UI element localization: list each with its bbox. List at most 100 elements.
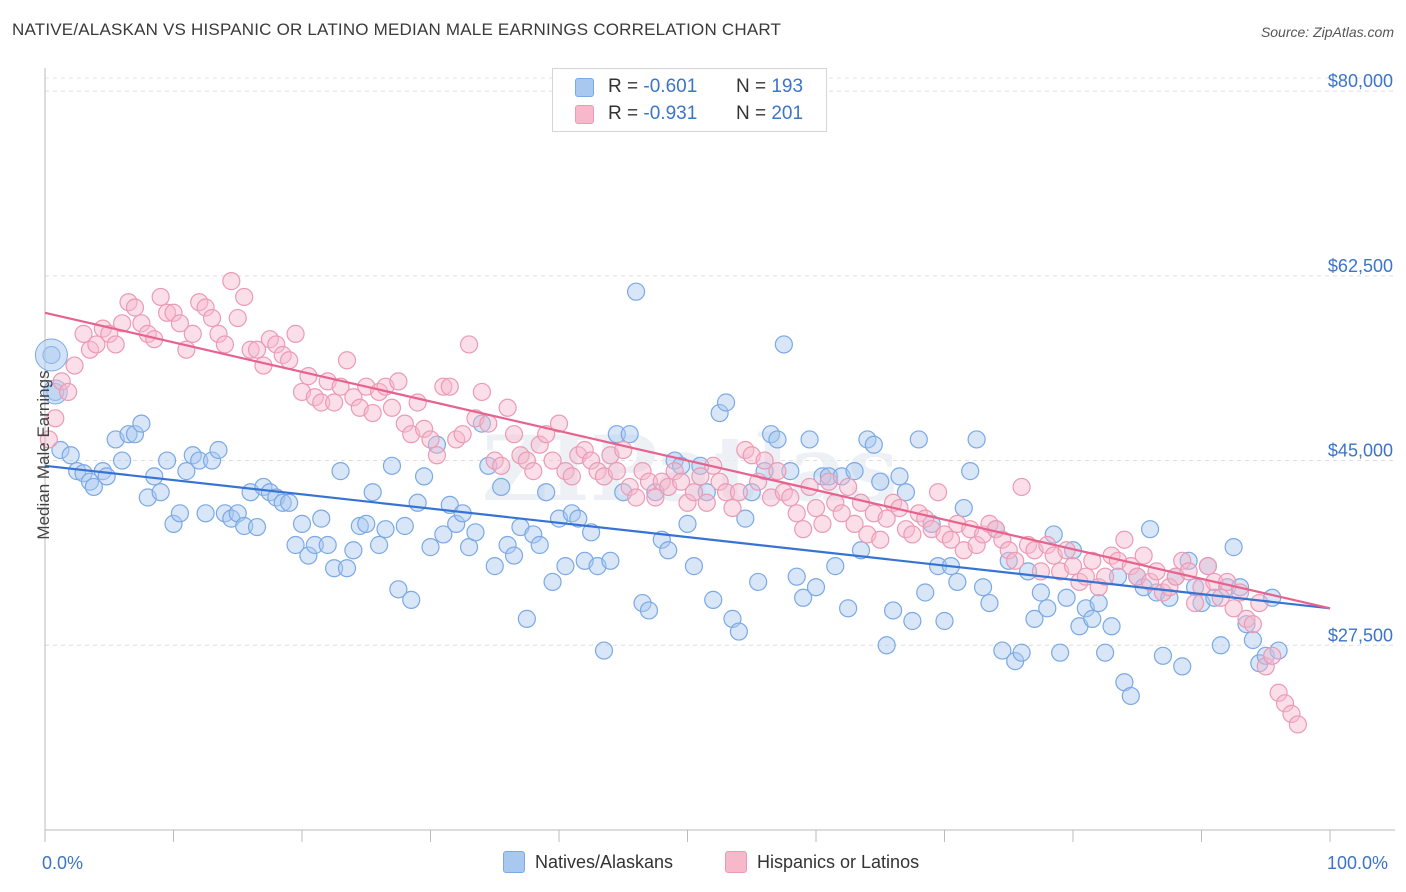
data-point	[459, 335, 479, 354]
data-point	[241, 340, 260, 359]
axes	[44, 68, 1395, 842]
data-point	[363, 483, 382, 502]
data-point	[601, 551, 620, 570]
data-point	[607, 462, 626, 481]
y-tick-labels: $27,500 $45,000 $62,500 $80,000	[1328, 71, 1393, 645]
data-point	[582, 451, 601, 470]
x-tick-label-min: 0.0%	[42, 853, 84, 873]
data-point	[1224, 599, 1243, 618]
data-point	[202, 308, 222, 328]
data-point	[684, 483, 704, 502]
data-point	[626, 488, 646, 507]
data-point	[1269, 683, 1288, 702]
data-point	[344, 388, 363, 407]
data-point	[582, 523, 601, 542]
data-point	[376, 520, 395, 539]
data-point	[151, 483, 170, 502]
data-point	[331, 462, 350, 481]
data-point	[1237, 615, 1256, 634]
legend-r-label: R =	[608, 103, 639, 124]
data-point	[299, 367, 318, 386]
data-point	[87, 335, 106, 354]
data-point	[768, 462, 787, 481]
data-point	[710, 403, 729, 423]
data-point	[157, 303, 177, 322]
data-point	[993, 641, 1012, 660]
legend-row-hispanics: R = -0.931 N = 201	[575, 101, 803, 127]
data-point	[794, 588, 813, 607]
data-point	[639, 601, 659, 620]
data-point	[177, 462, 196, 481]
data-point	[768, 430, 787, 449]
data-point	[119, 425, 138, 444]
data-point	[1121, 686, 1140, 706]
data-point	[839, 599, 858, 618]
data-point	[247, 340, 267, 359]
data-point	[794, 520, 813, 539]
data-point	[389, 372, 408, 391]
data-point	[414, 467, 434, 486]
data-point	[196, 298, 215, 317]
data-point	[1179, 551, 1198, 570]
data-point	[1083, 551, 1102, 570]
data-point	[318, 535, 337, 555]
data-point	[492, 456, 511, 475]
data-point	[806, 498, 826, 518]
data-point	[125, 298, 145, 317]
y-tick-label: $62,500	[1328, 256, 1393, 276]
data-point	[286, 324, 305, 343]
trend-lines	[44, 311, 1331, 610]
data-point	[479, 414, 498, 433]
data-point	[254, 356, 273, 375]
data-point	[440, 377, 459, 396]
trend-line	[44, 464, 1331, 610]
data-point	[112, 451, 132, 470]
data-point	[575, 440, 594, 460]
legend-swatch-blue	[575, 77, 594, 97]
data-point	[170, 504, 190, 523]
data-point	[832, 504, 851, 523]
legend-swatch-pink	[575, 104, 594, 124]
data-point	[678, 514, 697, 533]
data-point	[1147, 562, 1166, 581]
data-point	[395, 414, 414, 433]
data-point	[280, 351, 299, 370]
legend-row-natives: R = -0.601 N = 193	[575, 74, 803, 100]
data-point	[691, 467, 710, 486]
chart-source: Source: ZipAtlas.com	[1260, 24, 1394, 40]
data-point	[517, 451, 536, 470]
data-point	[209, 324, 228, 343]
data-point	[1096, 567, 1115, 586]
data-point	[1224, 538, 1243, 557]
data-point	[620, 425, 639, 444]
data-point	[967, 535, 986, 555]
data-point	[504, 546, 524, 565]
data-point	[52, 372, 71, 391]
data-point	[414, 419, 434, 438]
data-point	[871, 530, 890, 549]
data-point	[209, 440, 228, 460]
chart-title: NATIVE/ALASKAN VS HISPANIC OR LATINO MED…	[12, 20, 782, 39]
data-point	[305, 535, 324, 555]
data-point	[312, 393, 331, 412]
data-point	[112, 314, 132, 333]
data-point	[183, 324, 202, 343]
data-point	[427, 446, 447, 465]
data-point	[1140, 572, 1160, 592]
data-point	[472, 382, 491, 402]
data-point	[723, 498, 742, 518]
data-point	[222, 272, 241, 291]
data-point	[1115, 530, 1134, 549]
legend-n-label: N =	[735, 103, 767, 124]
data-point	[434, 525, 453, 544]
data-point	[273, 493, 292, 512]
y-tick-label: $45,000	[1328, 441, 1393, 461]
data-point	[530, 535, 549, 555]
data-point	[903, 525, 922, 544]
data-point	[357, 514, 376, 533]
legend-r-value: -0.601	[643, 76, 698, 97]
data-point	[659, 541, 678, 560]
data-point	[537, 483, 556, 502]
data-point	[286, 535, 305, 555]
data-point	[1057, 541, 1076, 560]
